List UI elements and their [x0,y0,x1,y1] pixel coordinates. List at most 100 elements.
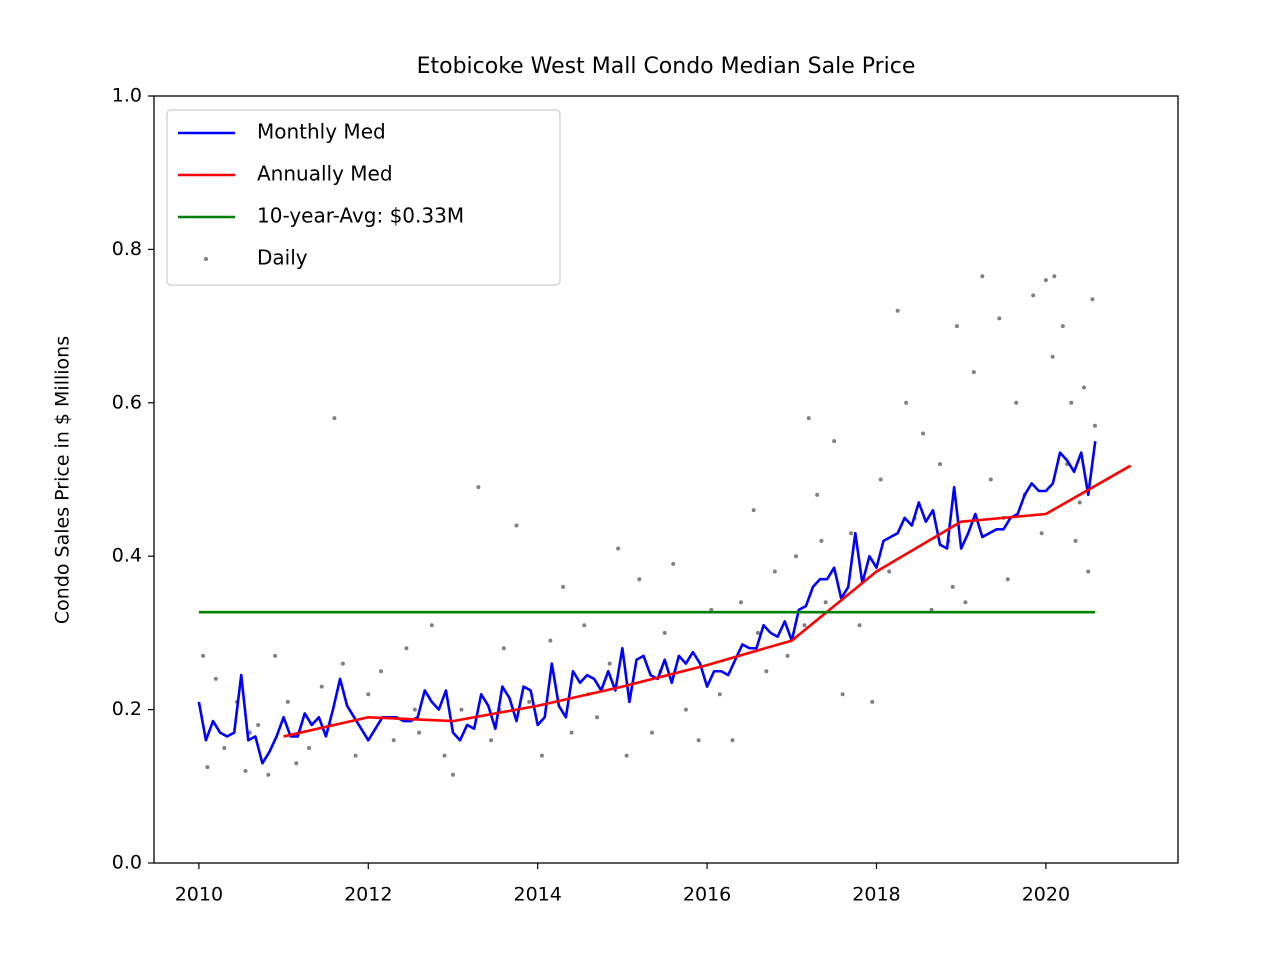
daily-point [806,416,811,421]
daily-point [1052,274,1057,279]
daily-point [755,630,760,635]
daily-point [417,730,422,735]
legend-marker [204,257,208,261]
daily-point [671,561,676,566]
daily-point [378,669,383,674]
daily-point [1005,577,1010,582]
daily-point [1077,500,1082,505]
x-tick-label: 2012 [344,884,392,906]
daily-point [539,753,544,758]
daily-point [772,569,777,574]
y-tick-label: 0.8 [112,238,142,260]
x-tick-label: 2014 [514,884,562,906]
daily-point [785,653,790,658]
daily-point [662,630,667,635]
daily-point [963,600,968,605]
legend-label: Monthly Med [257,120,386,144]
daily-point [442,753,447,758]
daily-point [764,669,769,674]
daily-point [980,274,985,279]
daily-point [794,554,799,559]
daily-point [1092,423,1097,428]
daily-point [887,569,892,574]
daily-point [548,638,553,643]
daily-point [730,738,735,743]
daily-point [937,462,942,467]
daily-point [751,508,756,513]
daily-point [971,370,976,375]
daily-point [950,584,955,589]
daily-point [1060,324,1065,329]
daily-point [243,768,248,773]
daily-point [832,439,837,444]
daily-point [904,400,909,405]
daily-point [815,492,820,497]
daily-point [266,772,271,777]
daily-point [582,623,587,628]
daily-point [988,477,993,482]
daily-point [802,623,807,628]
y-tick-label: 0.0 [112,852,142,874]
daily-point [391,738,396,743]
daily-point [412,707,417,712]
daily-point [1081,385,1086,390]
daily-point [294,761,299,766]
daily-point [819,538,824,543]
daily-point [340,661,345,666]
daily-point [213,676,218,681]
daily-point [332,416,337,421]
daily-point [594,715,599,720]
y-tick-label: 0.4 [112,545,142,567]
axes-frame [153,95,1179,864]
series-line [197,440,1097,765]
daily-point [273,653,278,658]
daily-point [319,684,324,689]
daily-point [353,753,358,758]
daily-point [997,316,1002,321]
daily-point [459,707,464,712]
daily-point [569,730,574,735]
daily-point [285,699,290,704]
daily-point [222,745,227,750]
daily-point [895,308,900,313]
series-line [283,464,1132,738]
legend: Monthly Med Annually Med 10-year-Avg: $0.3… [166,109,561,286]
daily-point [1086,569,1091,574]
daily-point [607,661,612,666]
daily-point [256,722,261,727]
daily-point [561,584,566,589]
daily-point [404,646,409,651]
daily-point [616,546,621,551]
daily-point [637,577,642,582]
daily-point [527,699,532,704]
legend-label: Daily [257,246,308,270]
daily-point [738,600,743,605]
daily-point [1031,293,1036,298]
daily-point [921,431,926,436]
daily-point [878,477,883,482]
daily-point [489,738,494,743]
daily-point [696,738,701,743]
daily-point [717,692,722,697]
daily-point [624,753,629,758]
daily-point [1039,531,1044,536]
legend-label: 10-year-Avg: $0.33M [257,204,464,228]
daily-point [366,692,371,697]
x-tick-label: 2018 [852,884,900,906]
plot-area [197,274,1132,777]
daily-point [514,523,519,528]
y-tick-label: 0.6 [112,391,142,413]
daily-point [1073,538,1078,543]
daily-point [450,772,455,777]
daily-point [201,653,206,658]
daily-point [1014,400,1019,405]
y-axis-label: Condo Sales Price in $ Millions [52,336,74,624]
y-tick-label: 0.2 [112,698,142,720]
daily-point [1043,278,1048,283]
daily-point [429,623,434,628]
daily-point [849,531,854,536]
daily-point [205,765,210,770]
legend-box [166,109,561,286]
x-tick-label: 2010 [175,884,223,906]
